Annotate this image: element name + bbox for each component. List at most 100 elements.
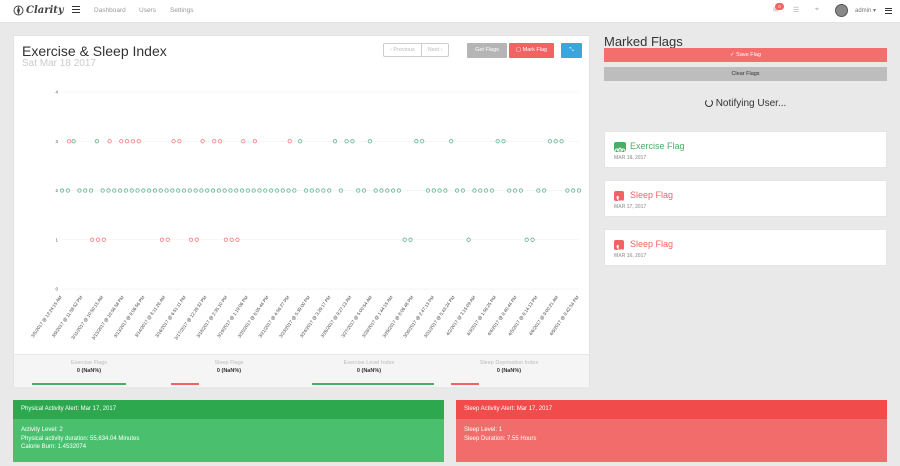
data-point [65, 188, 70, 193]
previous-button[interactable]: ‹ Previous [390, 47, 415, 53]
data-point [443, 188, 448, 193]
data-point [449, 139, 454, 144]
menu-toggle-icon[interactable] [72, 6, 80, 13]
alert-body: Activity Level: 2 Physical activity dura… [13, 419, 444, 462]
next-button[interactable]: Next › [420, 44, 449, 56]
alert-line: Sleep Level: 1 [464, 427, 503, 433]
app-logo[interactable]: Clarity [13, 5, 64, 16]
flag-card-sleep-1[interactable]: Sleep Flag MAR 17, 2017 [604, 180, 887, 217]
chart-title: Exercise & Sleep Index [22, 43, 167, 59]
data-point [90, 237, 95, 242]
data-point [396, 188, 402, 193]
alert-title: Sleep Activity Alert: Mar 17, 2017 [456, 400, 887, 419]
location-icon[interactable]: ⌖ [815, 6, 819, 13]
chart-card: 0 1 2 3 4 3/5/2017 @ 12:24:15 AM 3/9/2017 @ 11… [13, 35, 590, 387]
stat-value: 0 (NaN%) [76, 368, 102, 374]
clear-flags-button[interactable]: Clear Flags [604, 67, 887, 81]
data-point [77, 188, 82, 193]
flag-name: Sleep Flag [630, 239, 674, 249]
data-point [251, 188, 256, 193]
data-point [234, 188, 239, 193]
data-point [187, 188, 192, 193]
alert-line: Sleep Duration: 7.55 Hours [464, 435, 537, 442]
avatar[interactable] [835, 4, 848, 17]
data-point [495, 139, 500, 144]
save-flag-button[interactable]: ✓ Save Flag [604, 48, 887, 62]
chart-date: Sat Mar 18 2017 [22, 58, 96, 69]
data-point [222, 188, 227, 193]
data-point [223, 237, 228, 242]
data-point [241, 139, 246, 144]
data-point [193, 188, 198, 193]
data-point [571, 188, 576, 193]
clarity-logo-icon [13, 5, 24, 16]
data-point [205, 188, 210, 193]
data-point [95, 237, 101, 242]
data-point [513, 188, 518, 193]
data-point [524, 237, 529, 242]
data-point [321, 188, 326, 193]
data-point [136, 139, 141, 144]
phone-icon [614, 240, 624, 252]
stat-sleep-flags: Sleep Flags 0 (NaN%) [169, 360, 289, 385]
data-point [385, 188, 390, 193]
data-point [59, 188, 65, 193]
physical-activity-alert: Physical Activity Alert: Mar 17, 2017 Ac… [13, 400, 444, 462]
stat-sleep-deprivation: Sleep Deprivation Index 0 (NaN%) [449, 360, 569, 385]
data-point [350, 139, 355, 144]
data-point [216, 188, 221, 193]
right-menu-icon[interactable] [885, 8, 892, 14]
data-point [257, 188, 262, 193]
data-point [101, 237, 106, 242]
flag-card-exercise[interactable]: Exercise Flag MAR 18, 2017 [604, 131, 887, 168]
data-point [88, 188, 94, 193]
data-point [332, 139, 338, 144]
data-point [199, 188, 204, 193]
expand-button[interactable]: ⤡ [561, 43, 582, 58]
data-point [344, 139, 349, 144]
data-point [170, 188, 175, 193]
data-point [194, 237, 199, 242]
data-point [100, 188, 105, 193]
stat-value: 0 (NaN%) [496, 368, 522, 374]
data-point [361, 188, 367, 193]
stat-bar [32, 383, 126, 385]
user-menu[interactable]: admin ▾ [855, 8, 877, 14]
data-point [106, 188, 111, 193]
bicycle-icon [614, 142, 626, 154]
data-point [553, 139, 558, 144]
data-point [507, 188, 512, 193]
data-point [309, 188, 314, 193]
data-point [112, 188, 117, 193]
data-point [466, 237, 471, 242]
stat-label: Sleep Flags [214, 360, 244, 366]
data-point [518, 188, 524, 193]
data-point [152, 188, 158, 193]
nav-users[interactable]: Users [139, 7, 156, 14]
data-point [559, 139, 564, 144]
data-point [280, 188, 285, 193]
alert-line: Physical activity duration: 55,634.04 Mi… [21, 435, 140, 442]
data-point [124, 139, 130, 144]
data-point [229, 237, 234, 242]
mark-flag-button[interactable]: ▢ Mark Flag [509, 43, 554, 58]
data-point [402, 237, 407, 242]
flag-card-sleep-2[interactable]: Sleep Flag MAR 16, 2017 [604, 229, 887, 266]
list-icon[interactable]: ☰ [793, 7, 800, 14]
data-point [565, 188, 570, 193]
stat-label: Exercise Flags [70, 360, 108, 366]
data-point [217, 139, 223, 144]
data-point [454, 188, 460, 193]
flag-date: MAR 16, 2017 [614, 253, 647, 259]
data-point [547, 139, 553, 144]
spinner-icon [704, 99, 713, 107]
notifications-icon[interactable]: ✉ [773, 7, 779, 14]
data-point [181, 188, 187, 193]
y-tick-label: 1 [55, 237, 58, 242]
get-flags-button[interactable]: Get Flags [467, 43, 507, 58]
data-point [130, 139, 136, 144]
nav-settings[interactable]: Settings [170, 7, 194, 14]
y-tick-label: 0 [55, 287, 58, 292]
nav-dashboard[interactable]: Dashboard [94, 7, 126, 14]
data-point [542, 188, 547, 193]
